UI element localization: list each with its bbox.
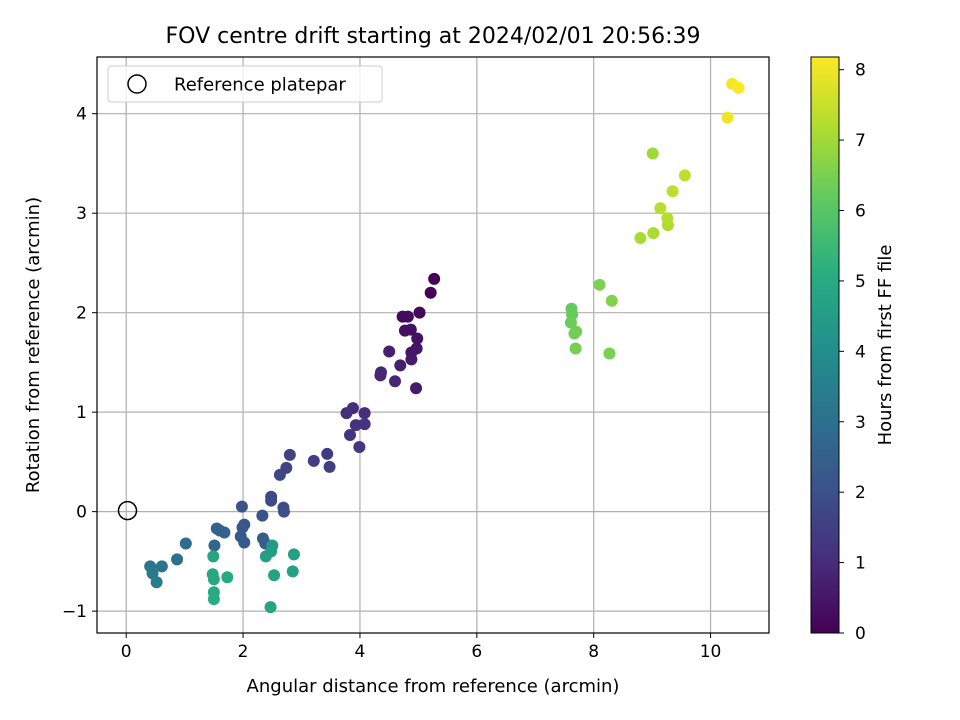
data-point bbox=[569, 342, 582, 355]
data-point bbox=[171, 553, 184, 566]
data-point bbox=[179, 537, 192, 550]
data-points bbox=[144, 77, 745, 614]
data-point bbox=[661, 212, 674, 225]
data-point bbox=[732, 81, 745, 94]
chart-title: FOV centre drift starting at 2024/02/01 … bbox=[166, 24, 701, 49]
y-axis-ticks: −1 0 1 2 3 4 bbox=[62, 105, 97, 622]
data-point bbox=[353, 440, 366, 453]
colorbar-ticks: 0 1 2 3 4 5 6 7 8 bbox=[839, 61, 866, 644]
data-point bbox=[593, 278, 606, 291]
data-point bbox=[207, 550, 220, 563]
data-point bbox=[340, 407, 353, 420]
colorbar-tick-label: 6 bbox=[855, 202, 866, 222]
data-point bbox=[374, 369, 387, 382]
data-point bbox=[286, 565, 299, 578]
data-point bbox=[666, 185, 679, 198]
colorbar-tick-label: 5 bbox=[855, 272, 866, 292]
data-point bbox=[383, 345, 396, 358]
legend-open-circle-icon bbox=[127, 74, 147, 94]
x-tick-label: 10 bbox=[700, 642, 722, 662]
data-point bbox=[647, 227, 660, 240]
grid-lines bbox=[97, 57, 769, 633]
data-point bbox=[268, 569, 281, 582]
data-point bbox=[236, 521, 249, 534]
data-point bbox=[568, 327, 581, 340]
x-axis-ticks: 0 2 4 6 8 10 bbox=[121, 633, 722, 662]
x-tick-label: 0 bbox=[121, 642, 132, 662]
data-point bbox=[221, 571, 234, 584]
y-tick-label: 3 bbox=[76, 204, 87, 224]
y-tick-label: 4 bbox=[76, 105, 87, 125]
data-point bbox=[394, 359, 407, 372]
data-point bbox=[235, 500, 248, 513]
colorbar-label: Hours from first FF file bbox=[875, 245, 896, 446]
data-point bbox=[321, 447, 334, 460]
colorbar-tick-label: 1 bbox=[855, 554, 866, 574]
legend: Reference platepar bbox=[107, 65, 383, 103]
data-point bbox=[265, 494, 278, 507]
data-point bbox=[207, 573, 220, 586]
data-point bbox=[349, 419, 362, 432]
y-tick-label: 2 bbox=[76, 304, 87, 324]
data-point bbox=[605, 294, 618, 307]
data-point bbox=[283, 448, 296, 461]
data-point bbox=[344, 429, 357, 442]
colorbar-tick-label: 0 bbox=[855, 624, 866, 644]
data-point bbox=[150, 576, 163, 589]
colorbar-tick-label: 2 bbox=[855, 483, 866, 503]
data-point bbox=[238, 536, 251, 549]
data-point bbox=[428, 272, 441, 285]
data-point bbox=[358, 407, 371, 420]
data-point bbox=[646, 147, 659, 160]
data-point bbox=[654, 202, 667, 215]
x-tick-label: 8 bbox=[588, 642, 599, 662]
data-point bbox=[424, 286, 437, 299]
data-point bbox=[603, 347, 616, 360]
x-tick-label: 4 bbox=[355, 642, 366, 662]
data-point bbox=[208, 539, 221, 552]
data-point bbox=[358, 418, 371, 431]
colorbar-tick-label: 3 bbox=[855, 413, 866, 433]
data-point bbox=[207, 593, 220, 606]
x-tick-label: 2 bbox=[238, 642, 249, 662]
data-point bbox=[413, 306, 426, 319]
x-tick-label: 6 bbox=[471, 642, 482, 662]
data-point bbox=[634, 232, 647, 245]
y-tick-label: 0 bbox=[76, 503, 87, 523]
data-point bbox=[307, 454, 320, 467]
x-axis-label: Angular distance from reference (arcmin) bbox=[247, 676, 620, 697]
colorbar-tick-label: 8 bbox=[855, 61, 866, 81]
colorbar-tick-label: 4 bbox=[855, 342, 866, 362]
y-tick-label: −1 bbox=[62, 602, 87, 622]
data-point bbox=[264, 601, 277, 614]
data-point bbox=[678, 169, 691, 182]
data-point bbox=[405, 353, 418, 366]
data-point bbox=[323, 460, 336, 473]
colorbar-gradient bbox=[810, 56, 840, 634]
data-point bbox=[389, 375, 402, 388]
data-point bbox=[404, 323, 417, 336]
data-point bbox=[273, 468, 286, 481]
legend-box bbox=[107, 65, 383, 103]
colorbar: 0 1 2 3 4 5 6 7 8 Hours from first FF file bbox=[810, 56, 896, 644]
reference-platepar-marker bbox=[117, 500, 138, 521]
y-tick-label: 1 bbox=[76, 403, 87, 423]
data-point bbox=[155, 560, 168, 573]
data-point bbox=[401, 310, 414, 323]
data-point bbox=[564, 316, 577, 329]
legend-label: Reference platepar bbox=[174, 75, 346, 96]
data-point bbox=[218, 526, 231, 539]
data-point bbox=[259, 550, 272, 563]
colorbar-tick-label: 7 bbox=[855, 131, 866, 151]
data-point bbox=[277, 505, 290, 518]
data-point bbox=[411, 332, 424, 345]
y-axis-label: Rotation from reference (arcmin) bbox=[23, 197, 44, 493]
data-point bbox=[256, 509, 269, 522]
data-point bbox=[287, 548, 300, 561]
data-point bbox=[146, 567, 159, 580]
data-point bbox=[721, 111, 734, 124]
data-point bbox=[410, 382, 423, 395]
plot-frame bbox=[96, 56, 770, 634]
